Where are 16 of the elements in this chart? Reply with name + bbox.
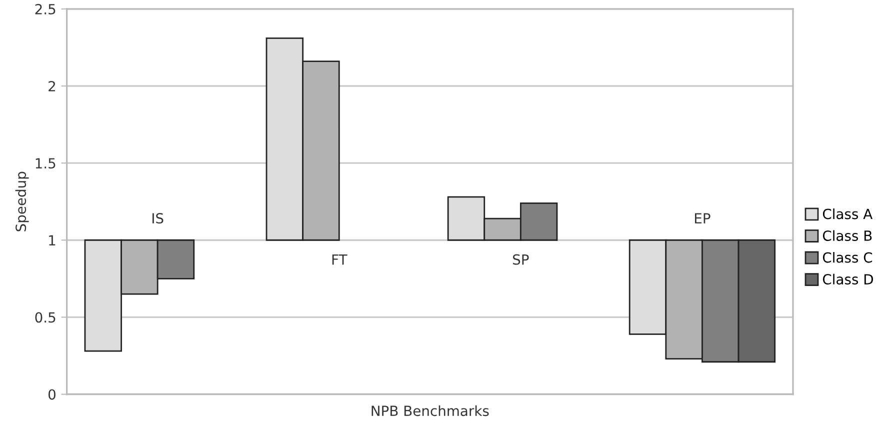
y-tick-label: 1.5 <box>36 158 56 169</box>
y-tick-label: 0 <box>48 389 56 400</box>
x-axis-title: NPB Benchmarks <box>372 405 489 416</box>
x-tick-label: EP <box>695 213 710 224</box>
y-tick-label: 2.5 <box>35 4 56 14</box>
y-axis-title: Speedup <box>15 172 29 232</box>
x-tick-label: FT <box>332 254 348 265</box>
legend-label: Class D <box>822 274 873 285</box>
x-tick-label: IS <box>152 213 164 224</box>
y-tick-label: 2 <box>48 80 56 92</box>
x-tick-label: SP <box>513 254 529 265</box>
legend-label: Class C <box>822 252 872 263</box>
y-tick-label: 1 <box>49 235 56 246</box>
legend-label: Class B <box>822 230 872 241</box>
y-tick-label: 0.5 <box>35 312 56 323</box>
legend-label: Class A <box>822 208 872 220</box>
